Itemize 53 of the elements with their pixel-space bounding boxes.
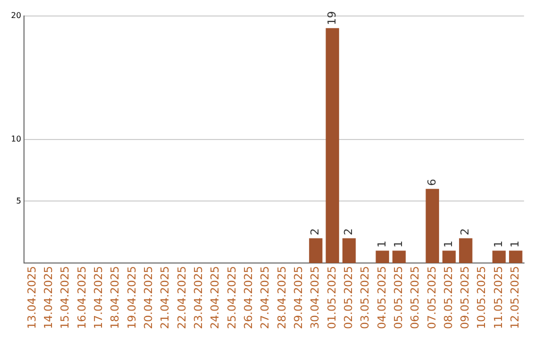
y-tick-label: 20 xyxy=(10,10,22,20)
x-tick-label: 10.05.2025 xyxy=(475,266,488,330)
x-tick-label: 02.05.2025 xyxy=(342,266,355,330)
bar xyxy=(309,238,322,264)
x-tick-label: 15.04.2025 xyxy=(58,266,72,330)
x-tick-label: 23.04.2025 xyxy=(192,266,205,330)
x-tick-label: 17.04.2025 xyxy=(92,266,106,330)
x-tick-label: 05.05.2025 xyxy=(392,266,405,330)
data-label: 19 xyxy=(325,11,338,26)
x-tick-label: 25.04.2025 xyxy=(225,266,238,330)
bar xyxy=(492,250,506,264)
x-tick-label: 16.04.2025 xyxy=(75,266,88,330)
x-tick-label: 18.04.2025 xyxy=(108,266,122,330)
x-tick-label: 11.05.2025 xyxy=(492,266,505,330)
x-tick-label: 20.04.2025 xyxy=(142,266,155,330)
x-tick-label: 21.04.2025 xyxy=(158,266,172,330)
bar xyxy=(326,28,340,264)
y-tick-label: 5 xyxy=(16,196,22,206)
data-label: 2 xyxy=(342,228,355,236)
x-tick-label: 30.04.2025 xyxy=(308,266,322,330)
bar xyxy=(509,250,522,264)
y-tick-label: 10 xyxy=(10,134,22,144)
x-tick-label: 24.04.2025 xyxy=(208,266,222,330)
data-label: 2 xyxy=(308,228,322,236)
bar xyxy=(392,250,406,264)
x-tick-label: 01.05.2025 xyxy=(325,266,338,330)
x-tick-label: 14.04.2025 xyxy=(42,266,56,330)
x-tick-label: 29.04.2025 xyxy=(292,266,305,330)
x-tick-label: 22.04.2025 xyxy=(175,266,188,330)
bar xyxy=(459,238,472,264)
x-tick-label: 08.05.2025 xyxy=(442,266,455,330)
data-label: 1 xyxy=(492,240,505,248)
bar xyxy=(342,238,356,264)
data-label: 1 xyxy=(442,240,455,248)
bar xyxy=(442,250,456,264)
data-label: 1 xyxy=(375,240,388,248)
x-tick-label: 04.05.2025 xyxy=(375,266,388,330)
x-tick-label: 13.04.2025 xyxy=(25,266,38,330)
data-label: 2 xyxy=(458,228,472,236)
data-label: 6 xyxy=(425,178,438,186)
x-tick-label: 03.05.2025 xyxy=(358,266,372,330)
x-tick-label: 28.04.2025 xyxy=(275,266,288,330)
x-tick-label: 12.05.2025 xyxy=(508,266,522,330)
x-tick-label: 27.04.2025 xyxy=(258,266,272,330)
x-tick-label: 06.05.2025 xyxy=(408,266,422,330)
bar xyxy=(426,188,440,264)
data-label: 1 xyxy=(392,240,405,248)
x-tick-label: 09.05.2025 xyxy=(458,266,472,330)
data-label: 1 xyxy=(508,240,522,248)
bar xyxy=(376,250,390,264)
x-tick-label: 07.05.2025 xyxy=(425,266,438,330)
x-tick-label: 26.04.2025 xyxy=(242,266,255,330)
x-tick-label: 19.04.2025 xyxy=(125,266,138,330)
